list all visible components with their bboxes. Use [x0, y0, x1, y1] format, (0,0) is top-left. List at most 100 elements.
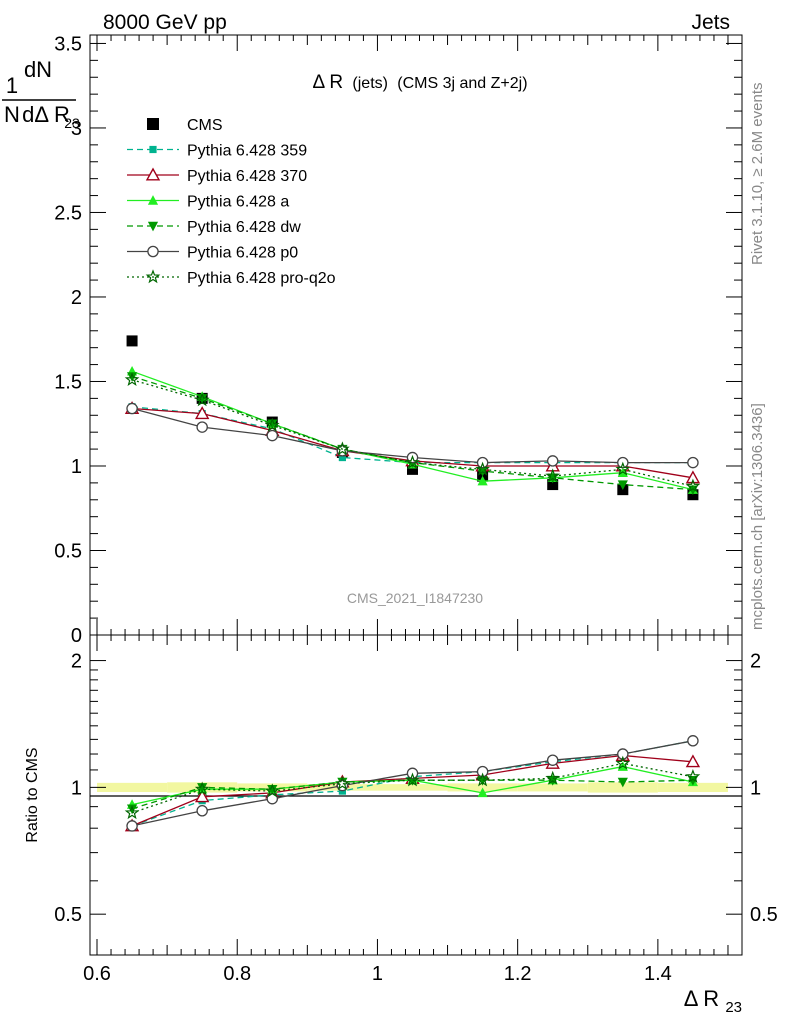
x-ticks: 0.6 0.8 1 1.2 1.4	[83, 35, 729, 985]
data-point	[545, 468, 561, 483]
legend-label: Pythia 6.428 pro-q2o	[187, 270, 336, 287]
x-tick-label: 0.6	[83, 963, 111, 985]
y-tick-label: 1.5	[54, 371, 82, 393]
legend-label: Pythia 6.428 370	[187, 168, 307, 185]
data-point	[264, 417, 280, 432]
ratio-point	[197, 783, 208, 793]
y-tick-label: 3.5	[54, 33, 82, 55]
y-label-sub: 23	[64, 115, 80, 131]
ratio-y-label: Ratio to CMS	[24, 747, 41, 842]
legend-label: CMS	[187, 117, 223, 134]
legend-label: Pythia 6.428 dw	[187, 219, 301, 236]
x-label-sub: 23	[725, 999, 742, 1016]
mcplots-label: mcplots.cern.ch [arXiv:1306.3436]	[749, 403, 766, 630]
ratio-point	[126, 820, 138, 832]
data-point	[126, 372, 138, 382]
data-point	[126, 402, 138, 415]
ratio-point	[196, 805, 208, 817]
data-point	[477, 475, 488, 486]
legend-marker	[147, 245, 159, 258]
y-label-den2: dΔ R	[22, 102, 70, 127]
ratio-frame	[89, 634, 743, 956]
ratio-point	[617, 777, 628, 788]
ratio-point	[477, 787, 488, 798]
legend-entry: Pythia 6.428 pro-q2o	[127, 269, 336, 287]
main-series-5	[126, 402, 699, 469]
legend-entry: Pythia 6.428 p0	[127, 245, 298, 262]
header-left: 8000 GeV pp	[103, 11, 227, 34]
legend-label: Pythia 6.428 359	[187, 143, 307, 160]
y-tick-label: 0	[71, 625, 82, 647]
ratio-y-tick-label-right: 2	[750, 651, 761, 673]
legend-entry: CMS	[147, 117, 223, 134]
plot-title-main: Δ R	[312, 72, 343, 93]
data-point	[685, 478, 701, 493]
legend-marker	[147, 195, 159, 205]
watermark: CMS_2021_I1847230	[347, 590, 483, 606]
legend: CMS Pythia 6.428 359 Pythia 6.428 370 Pythi…	[127, 117, 336, 287]
x-tick-label: 1	[372, 963, 383, 985]
ratio-band-cell	[657, 782, 728, 793]
legend-label: Pythia 6.428 a	[187, 194, 289, 211]
legend-label: Pythia 6.428 p0	[187, 245, 298, 262]
legend-entry: Pythia 6.428 359	[127, 143, 307, 160]
data-point	[475, 461, 490, 476]
ratio-y-tick-label: 1	[71, 777, 82, 799]
x-tick-label: 0.8	[223, 963, 251, 985]
ratio-y-tick-label: 2	[71, 651, 82, 673]
data-point	[124, 372, 140, 387]
main-panel: CMS_2021_I1847230 Δ R (jets) (CMS 3j and…	[2, 33, 743, 647]
legend-entry: Pythia 6.428 370	[127, 167, 307, 185]
main-y-ticks: 0 0.5 1 1.5 2 2.5 3 3.5	[54, 33, 742, 647]
data-point	[406, 463, 418, 475]
ratio-point	[685, 769, 701, 783]
x-axis-label: Δ R 23	[684, 986, 742, 1016]
ratio-point	[194, 781, 210, 796]
data-point	[617, 480, 628, 490]
ratio-band-cell	[517, 783, 588, 792]
ratio-point	[476, 765, 489, 778]
ratio-point	[405, 772, 420, 787]
ratio-band-cell	[97, 782, 168, 793]
y-label-den: N	[4, 102, 20, 127]
data-point	[266, 429, 279, 442]
ratio-point	[475, 772, 490, 787]
ratio-y-tick-label: 0.5	[54, 904, 82, 926]
y-tick-label: 2	[71, 287, 82, 309]
data-point	[685, 470, 701, 484]
ratio-point	[685, 754, 701, 768]
plot-title-rest: (CMS 3j and Z+2j)	[397, 75, 527, 92]
ratio-band-cell	[447, 783, 518, 792]
ratio-point	[687, 735, 699, 747]
main-series-0	[126, 335, 699, 501]
x-label-main: Δ R	[684, 986, 719, 1011]
ratio-panel: 0.5 0.5 1 1 2 2 0.6 0.8 1 1.2 1.4 Ratio to CMS Δ …	[24, 35, 778, 1016]
header-right: Jets	[691, 11, 730, 34]
main-series-4	[126, 372, 699, 496]
ratio-series	[124, 735, 701, 832]
ratio-series-5	[124, 755, 701, 820]
data-point	[194, 406, 210, 420]
ratio-point	[545, 770, 561, 785]
data-point	[405, 454, 420, 469]
ratio-point	[335, 776, 350, 790]
data-point	[338, 453, 346, 462]
ratio-y-tick-label-right: 0.5	[750, 904, 778, 926]
data-point	[196, 421, 208, 433]
y-tick-label: 2.5	[54, 202, 82, 224]
y-label-num2: dN	[24, 57, 52, 82]
series-line	[131, 379, 694, 487]
ratio-point	[615, 755, 631, 770]
legend-entry: Pythia 6.428 a	[127, 194, 289, 211]
rivet-label: Rivet 3.1.10, ≥ 2.6M events	[749, 83, 766, 266]
y-label-num: 1	[6, 73, 18, 98]
data-point	[546, 455, 559, 467]
data-point	[615, 461, 631, 476]
data-point	[197, 394, 208, 404]
ratio-point	[264, 783, 280, 798]
y-tick-label: 3	[71, 118, 82, 140]
main-series-6	[124, 372, 701, 493]
legend-marker	[149, 145, 157, 154]
main-series	[124, 335, 701, 501]
